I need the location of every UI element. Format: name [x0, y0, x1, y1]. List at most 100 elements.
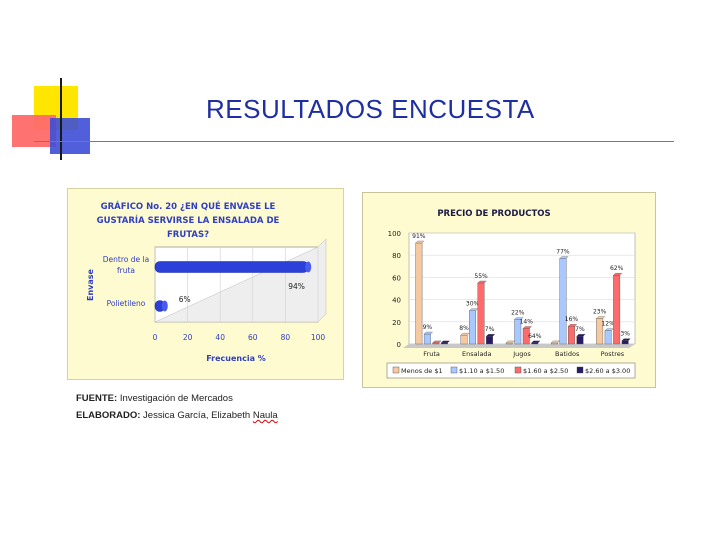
bar-top: [576, 334, 586, 337]
y-tick-label: 100: [388, 230, 401, 238]
bar: [604, 330, 612, 345]
data-label: 12%: [601, 321, 615, 328]
bar: [477, 282, 485, 345]
bar: [567, 326, 575, 345]
bar-top: [559, 256, 569, 259]
bar-top: [432, 340, 442, 344]
category-label: Jugos: [512, 350, 531, 358]
data-label: 30%: [466, 301, 480, 308]
legend-swatch: [450, 366, 458, 374]
y-tick-label: 40: [392, 297, 401, 305]
elaborated-line: ELABORADO: Jessica García, Elizabeth Nau…: [76, 410, 278, 421]
bar: [550, 342, 558, 345]
category-label: Postres: [601, 350, 625, 358]
bar: [621, 340, 629, 345]
y-tick-label: 0: [397, 341, 401, 349]
bar-top: [477, 280, 487, 284]
bar: [486, 336, 494, 345]
decorative-vertical-line: [60, 78, 62, 160]
category-label: Fruta: [423, 350, 440, 358]
category-label: Dentro de la: [103, 255, 149, 264]
legend-label: $2.60 a $3.00: [585, 367, 630, 375]
data-label: 62%: [610, 265, 624, 272]
chart-title-line: GRÁFICO No. 20 ¿EN QUÉ ENVASE LE: [101, 200, 276, 212]
bar: [559, 258, 567, 345]
legend-swatch: [514, 366, 522, 374]
decorative-blue-square: [50, 118, 90, 154]
slide-title: RESULTADOS ENCUESTA: [206, 94, 535, 124]
legend-label: Menos de $1: [401, 367, 443, 375]
bar-top: [613, 273, 623, 276]
data-label: 23%: [593, 308, 607, 315]
x-tick-label: 80: [281, 333, 291, 342]
bar: [469, 310, 477, 345]
elaborated-label: ELABORADO:: [76, 410, 141, 421]
bar: [423, 333, 431, 345]
bar-top: [596, 316, 606, 319]
category-label: Polietileno: [107, 299, 146, 308]
bar-top: [485, 334, 496, 337]
x-tick-label: 100: [311, 333, 326, 342]
x-tick-label: 20: [183, 333, 193, 342]
envase-chart: GRÁFICO No. 20 ¿EN QUÉ ENVASE LE GUSTARÍA…: [86, 200, 327, 363]
bar-top: [415, 240, 425, 244]
bar: [505, 342, 513, 345]
data-label: 94%: [288, 282, 305, 291]
data-label: 55%: [474, 273, 488, 280]
data-label: 9%: [423, 324, 433, 331]
bar: [154, 261, 309, 273]
bar-top: [423, 331, 433, 335]
data-label: 22%: [511, 310, 525, 317]
bar-top: [531, 340, 541, 344]
legend-box: [386, 362, 636, 379]
elaborated-value-surname: Naula: [252, 410, 278, 421]
y-tick-label: 60: [392, 274, 401, 282]
bar: [415, 242, 423, 345]
bar-top: [514, 317, 524, 320]
envase-chart-panel: GRÁFICO No. 20 ¿EN QUÉ ENVASE LE GUSTARÍA…: [67, 188, 344, 380]
bar-top: [440, 340, 450, 344]
bar: [576, 336, 584, 345]
x-tick-label: 60: [248, 333, 258, 342]
legend-label: $1.10 a $1.50: [459, 367, 504, 375]
category-label: fruta: [117, 266, 135, 275]
y-tick-label: 80: [392, 252, 401, 260]
bar: [460, 334, 468, 345]
chart-title-line: FRUTAS?: [167, 230, 209, 240]
source-line: FUENTE: Investigación de Mercados: [76, 393, 233, 404]
chart-title-line: GUSTARÍA SERVIRSE LA ENSALADA DE: [97, 214, 280, 226]
legend-label: $1.60 a $2.50: [523, 367, 568, 375]
category-label: Batidos: [555, 350, 580, 358]
data-label: 7%: [485, 326, 495, 333]
data-label: 6%: [179, 295, 191, 304]
elaborated-value: Jessica García, Elizabeth: [143, 410, 251, 421]
bar-top: [522, 326, 532, 329]
data-label: 3%: [620, 331, 630, 338]
data-label: 64%: [528, 333, 542, 340]
precio-chart-panel: PRECIO DE PRODUCTOS 0 20 40 60 80 100 91% 9% Frut…: [362, 192, 656, 388]
x-tick-label: 0: [153, 333, 158, 342]
data-label: 7%: [575, 326, 585, 333]
bar: [440, 342, 448, 345]
y-tick-label: 20: [392, 319, 401, 327]
precio-chart: PRECIO DE PRODUCTOS 0 20 40 60 80 100 91% 9% Frut…: [386, 209, 636, 379]
x-tick-label: 40: [215, 333, 225, 342]
bar-top: [567, 324, 578, 327]
category-label: Ensalada: [462, 350, 492, 358]
plot-depth: [154, 238, 327, 323]
bar: [432, 342, 440, 345]
bar: [531, 342, 539, 345]
source-label: FUENTE:: [76, 393, 118, 404]
bar-top: [621, 338, 631, 341]
source-value: Investigación de Mercados: [119, 393, 233, 404]
data-label: 91%: [412, 233, 426, 240]
chart-title: PRECIO DE PRODUCTOS: [437, 209, 550, 219]
legend-swatch: [392, 366, 400, 374]
plot-floor: [403, 344, 635, 348]
title-underline: [34, 141, 674, 142]
legend: Menos de $1 $1.10 a $1.50 $1.60 a $2.50 $2.…: [386, 362, 636, 379]
x-axis-title: Frecuencia %: [206, 354, 266, 363]
data-label: 8%: [459, 325, 469, 332]
bar-cap: [161, 300, 168, 312]
bar-cap: [305, 261, 312, 273]
